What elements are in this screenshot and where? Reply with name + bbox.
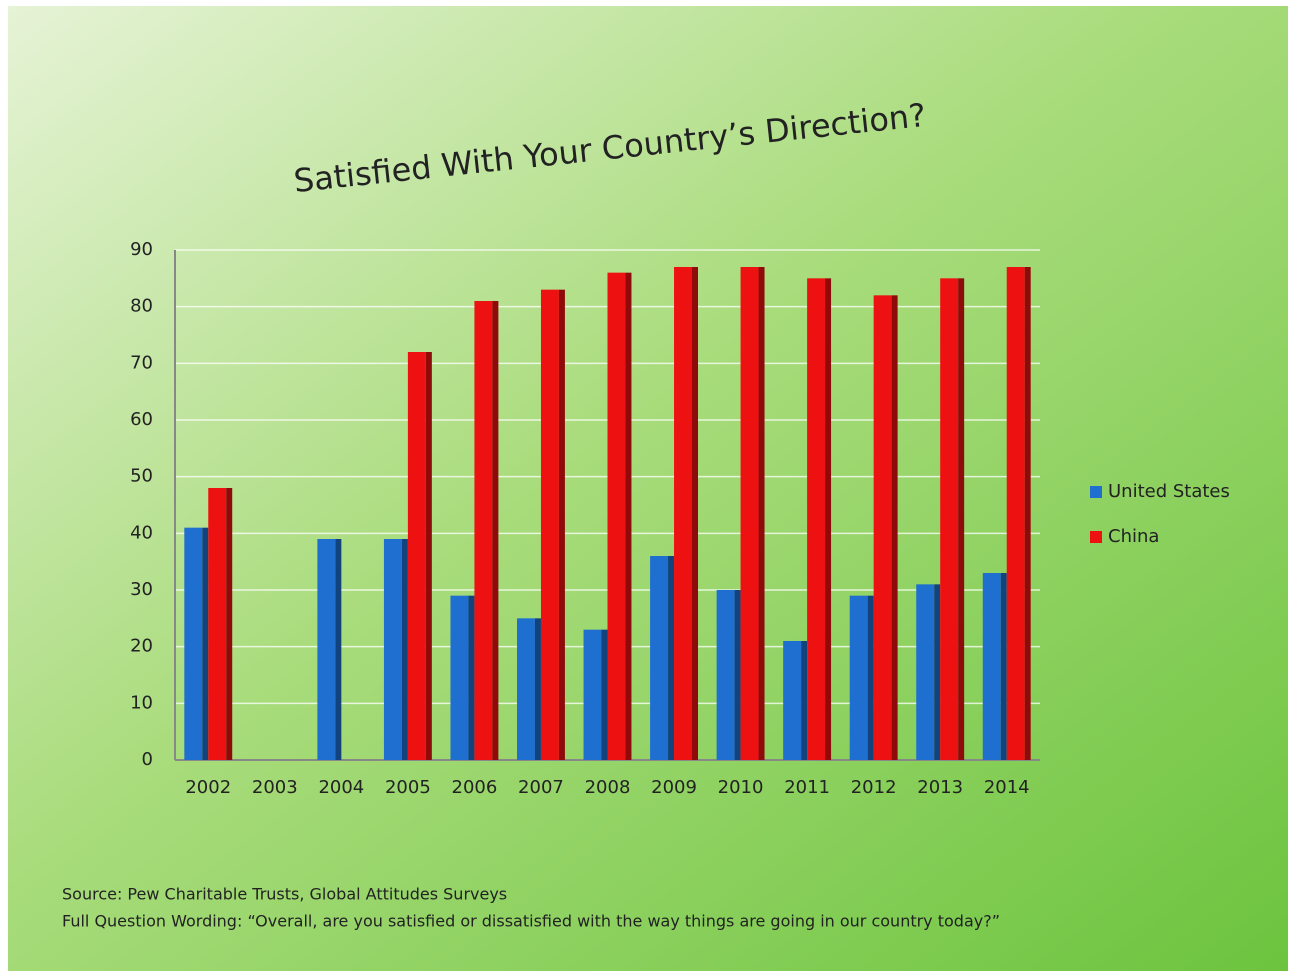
- x-tick-label: 2007: [518, 777, 564, 798]
- bar-side: [867, 595, 874, 760]
- bar: [208, 488, 227, 760]
- x-tick-label: 2008: [585, 777, 631, 798]
- bar: [940, 278, 959, 760]
- x-tick-label: 2011: [784, 777, 830, 798]
- bar-side: [534, 618, 541, 760]
- x-tick-label: 2005: [385, 777, 431, 798]
- y-tick-label: 30: [130, 579, 153, 600]
- x-tick-label: 2002: [185, 777, 231, 798]
- bar: [607, 272, 626, 760]
- x-tick-label: 2010: [718, 777, 764, 798]
- bar: [583, 629, 602, 760]
- bar: [674, 267, 692, 760]
- x-tick-label: 2003: [252, 777, 298, 798]
- bar: [982, 573, 1001, 760]
- bar-side: [691, 267, 698, 760]
- bar: [1006, 267, 1025, 760]
- source-note: Source: Pew Charitable Trusts, Global At…: [62, 885, 507, 904]
- bar: [807, 278, 826, 760]
- bar-side: [468, 595, 475, 760]
- y-tick-label: 40: [130, 522, 153, 543]
- y-tick-label: 80: [130, 296, 153, 317]
- bar: [873, 295, 892, 760]
- bar: [740, 267, 759, 760]
- bar-side: [758, 267, 765, 760]
- legend-swatch: [1090, 531, 1102, 543]
- x-tick-label: 2006: [452, 777, 498, 798]
- bar-side: [1024, 267, 1031, 760]
- y-tick-label: 50: [130, 466, 153, 487]
- bar: [783, 641, 802, 760]
- bar: [650, 556, 669, 760]
- y-tick-label: 20: [130, 636, 153, 657]
- bar: [540, 289, 559, 760]
- bar-side: [891, 295, 898, 760]
- bar: [916, 584, 935, 760]
- legend-label: China: [1108, 526, 1159, 547]
- bar-side: [801, 641, 808, 760]
- bar-side: [625, 272, 632, 760]
- legend-swatch: [1090, 486, 1102, 498]
- x-tick-label: 2012: [851, 777, 897, 798]
- y-tick-label: 90: [130, 239, 153, 260]
- bar: [716, 590, 735, 760]
- bar-side: [734, 590, 741, 760]
- y-tick-label: 10: [130, 692, 153, 713]
- bar: [184, 527, 203, 760]
- bar-side: [825, 278, 832, 760]
- x-tick-label: 2013: [917, 777, 963, 798]
- x-tick-label: 2009: [651, 777, 697, 798]
- bar-side: [425, 352, 432, 760]
- bar-side: [1000, 573, 1007, 760]
- question-note: Full Question Wording: “Overall, are you…: [62, 912, 1000, 931]
- bar-side: [202, 527, 209, 760]
- bar: [317, 539, 336, 760]
- bar-side: [934, 584, 941, 760]
- y-tick-label: 70: [130, 352, 153, 373]
- bar: [517, 618, 535, 760]
- bar: [407, 352, 426, 760]
- bar-side: [226, 488, 233, 760]
- y-tick-label: 0: [142, 749, 153, 770]
- bar-side: [601, 629, 608, 760]
- bar: [849, 595, 868, 760]
- x-tick-label: 2004: [318, 777, 364, 798]
- x-tick-label: 2014: [984, 777, 1030, 798]
- y-tick-label: 60: [130, 409, 153, 430]
- bar-side: [401, 539, 408, 760]
- bar: [450, 595, 469, 760]
- bar-side: [335, 539, 342, 760]
- legend-label: United States: [1108, 481, 1230, 502]
- bar-side: [558, 289, 565, 760]
- bar: [474, 301, 493, 760]
- bar: [383, 539, 402, 760]
- bar-side: [958, 278, 965, 760]
- bar-side: [492, 301, 499, 760]
- bar-side: [668, 556, 675, 760]
